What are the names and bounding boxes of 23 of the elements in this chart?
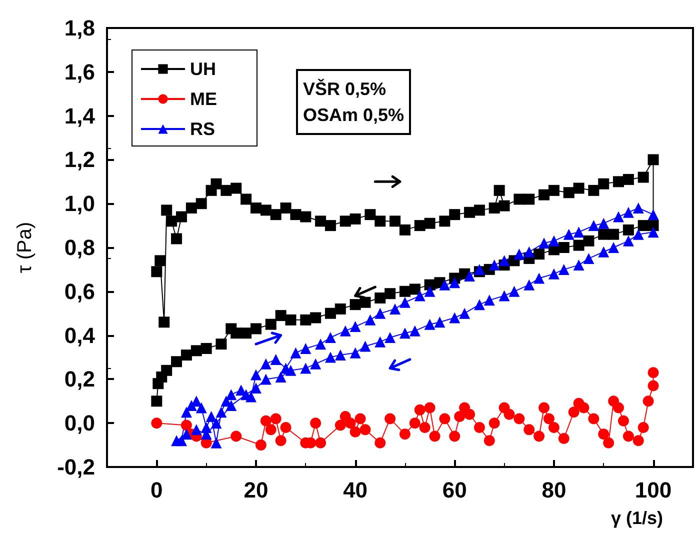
- x-tick-label: 20: [244, 478, 268, 502]
- y-tick-label: 1,2: [64, 147, 95, 172]
- y-tick-label: 0,8: [64, 235, 95, 260]
- y-axis-title: τ (Pa): [14, 222, 36, 274]
- y-tick-label: 0,0: [64, 410, 95, 436]
- y-tick-label: -0,2: [57, 454, 95, 480]
- y-tick-label: 0,4: [64, 322, 96, 348]
- legend-label: ME: [190, 89, 217, 109]
- annotation: VŠR 0,5% OSAm 0,5%: [303, 78, 404, 125]
- y-tick-label: 1,8: [64, 16, 95, 40]
- y-tick-label: 1,4: [64, 103, 96, 128]
- x-tick-label: 100: [634, 478, 672, 502]
- x-axis-title: γ (1/s): [610, 508, 663, 528]
- y-tick-label: 0,6: [64, 278, 95, 304]
- x-tick-label: 40: [343, 478, 368, 502]
- x-tick-label: 60: [442, 478, 467, 502]
- y-tick-label: 0,2: [64, 366, 95, 392]
- x-tick-label: 80: [542, 478, 566, 502]
- legend-label: UH: [190, 59, 216, 79]
- legend-label: RS: [190, 119, 216, 139]
- y-tick-label: 1,6: [64, 59, 95, 84]
- x-tick-label: 0: [150, 478, 163, 502]
- y-tick-label: 1,0: [64, 191, 95, 216]
